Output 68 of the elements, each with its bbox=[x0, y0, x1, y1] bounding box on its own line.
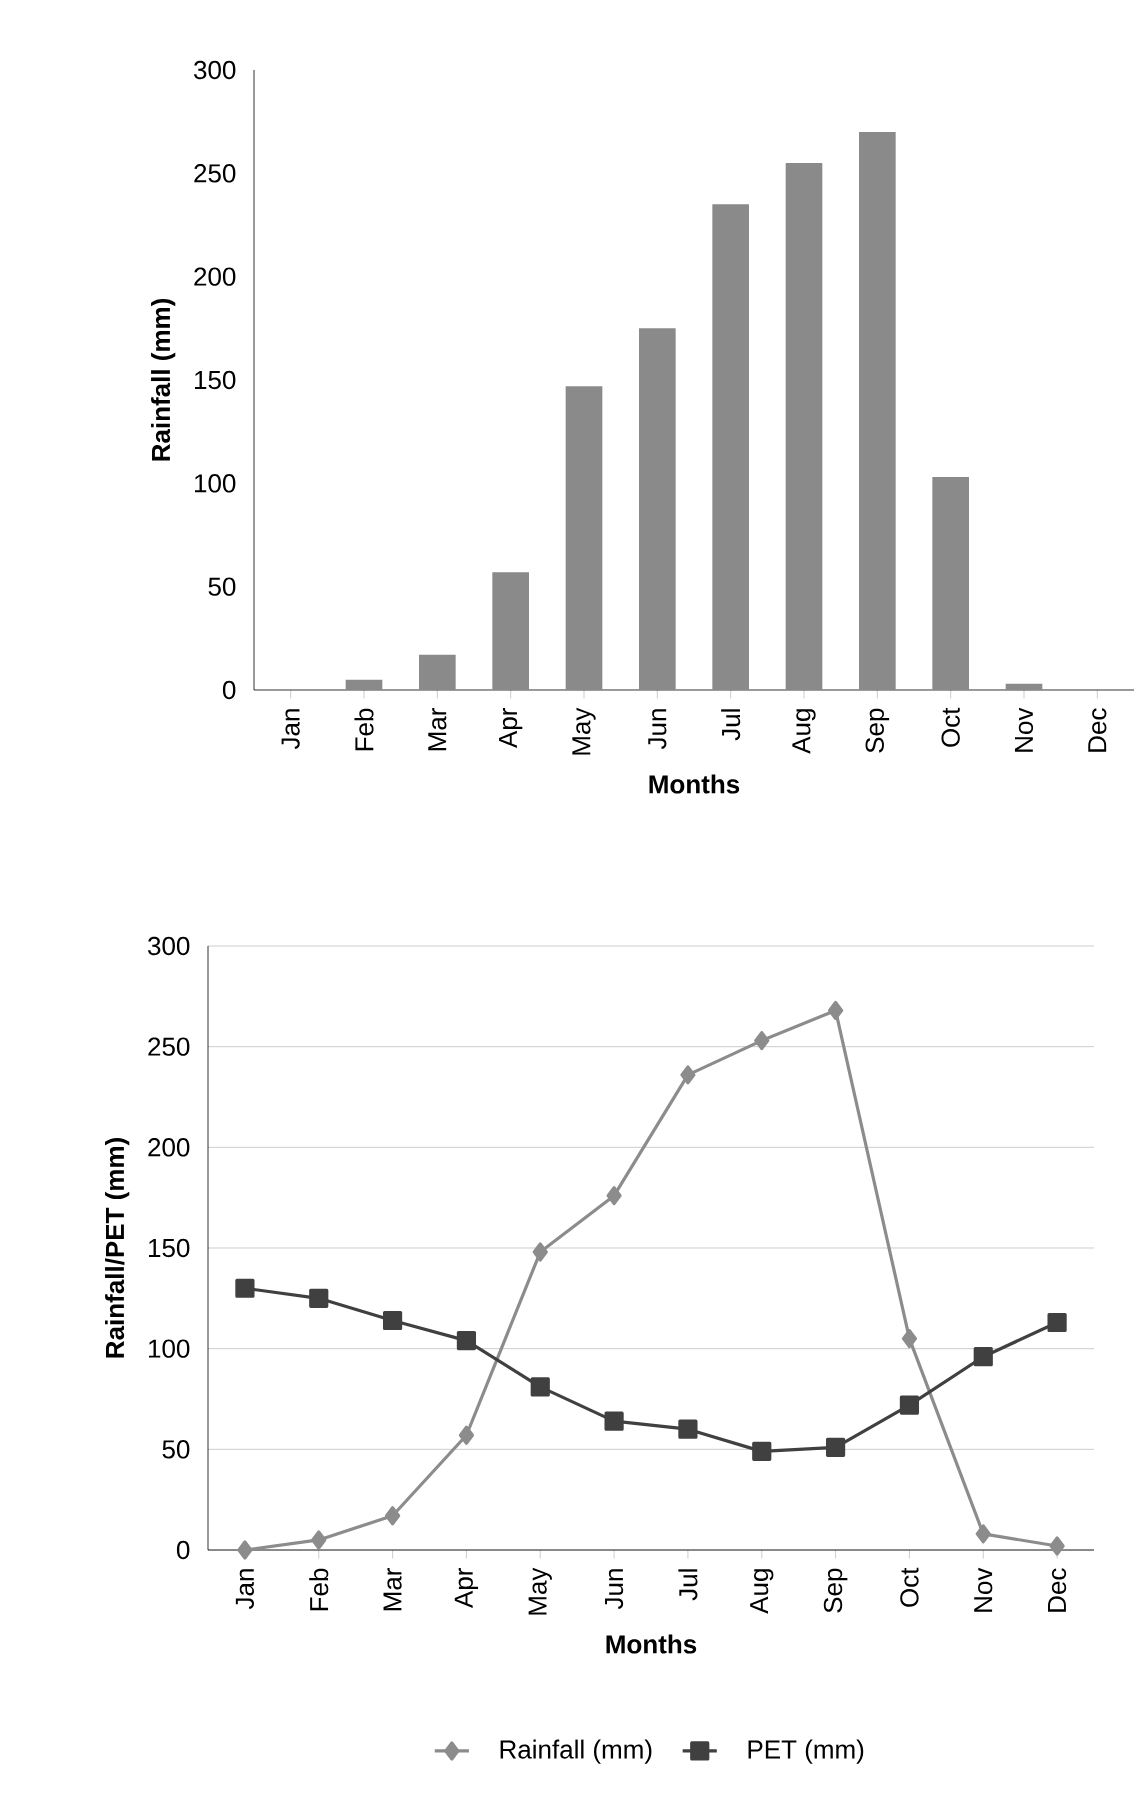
y-tick-label: 200 bbox=[148, 1138, 190, 1157]
x-tick-label: Jun bbox=[605, 1569, 624, 1610]
x-tick-label: Apr bbox=[454, 1568, 479, 1608]
x-tick-label: Jan bbox=[235, 1569, 254, 1610]
point bbox=[754, 1031, 770, 1051]
y-tick-label: 0 bbox=[176, 1540, 190, 1560]
point bbox=[530, 1377, 550, 1397]
point bbox=[1049, 1536, 1065, 1556]
y-axis-title: Rainfall (mm) bbox=[151, 298, 176, 461]
x-tick-label: Sep bbox=[865, 708, 890, 753]
y-tick-label: 200 bbox=[194, 267, 236, 286]
x-tick-label: May bbox=[572, 707, 596, 755]
x-tick-label: Mar bbox=[428, 708, 447, 751]
point bbox=[237, 1540, 253, 1560]
x-tick-label: Dec bbox=[1048, 1568, 1067, 1612]
point bbox=[382, 1310, 403, 1331]
x-tick-label: Jun bbox=[648, 709, 667, 750]
point bbox=[311, 1530, 327, 1550]
y-tick-label: 250 bbox=[148, 1037, 190, 1056]
point bbox=[235, 1278, 255, 1298]
point bbox=[458, 1425, 475, 1445]
x-axis-title: Months bbox=[649, 774, 740, 794]
y-tick-label: 150 bbox=[149, 1238, 190, 1258]
x-tick-label: Nov bbox=[974, 1567, 993, 1612]
point bbox=[899, 1395, 920, 1415]
point bbox=[752, 1441, 772, 1461]
y-tick-label: 300 bbox=[148, 936, 190, 956]
legend-label: Rainfall (mm) bbox=[500, 1739, 652, 1764]
point bbox=[604, 1411, 624, 1431]
x-tick-label: Jul bbox=[721, 709, 741, 741]
y-tick-label: 50 bbox=[162, 1440, 190, 1459]
point bbox=[680, 1065, 696, 1085]
y-tick-label: 100 bbox=[194, 474, 236, 493]
point bbox=[606, 1186, 622, 1206]
x-tick-label: Aug bbox=[750, 1569, 774, 1614]
x-tick-label: Sep bbox=[823, 1568, 848, 1613]
point bbox=[456, 1331, 477, 1351]
point bbox=[1047, 1312, 1067, 1333]
point bbox=[678, 1419, 698, 1439]
x-tick-label: Jul bbox=[678, 1569, 698, 1601]
point bbox=[309, 1288, 329, 1308]
y-tick-label: 0 bbox=[222, 680, 236, 700]
y-axis-title: Rainfall/PET (mm) bbox=[105, 1138, 130, 1358]
y-tick-label: 150 bbox=[194, 370, 236, 390]
point bbox=[532, 1242, 548, 1262]
point bbox=[975, 1524, 991, 1544]
legend-label: PET (mm) bbox=[748, 1739, 864, 1764]
x-tick-label: Feb bbox=[354, 708, 374, 751]
x-tick-label: Dec bbox=[1088, 708, 1107, 752]
x-tick-label: Oct bbox=[900, 1567, 919, 1607]
x-tick-label: Aug bbox=[792, 709, 816, 754]
point bbox=[973, 1347, 993, 1367]
x-tick-label: Mar bbox=[383, 1568, 402, 1611]
point bbox=[384, 1506, 401, 1526]
x-tick-label: Feb bbox=[309, 1568, 329, 1611]
point bbox=[827, 1000, 844, 1021]
point bbox=[825, 1437, 846, 1457]
y-tick-label: 100 bbox=[149, 1339, 190, 1358]
point bbox=[901, 1329, 918, 1349]
y-tick-label: 300 bbox=[194, 60, 236, 80]
x-tick-label: May bbox=[528, 1567, 552, 1615]
x-tick-label: Oct bbox=[941, 707, 960, 747]
x-tick-label: Jan bbox=[281, 709, 300, 750]
x-axis-title: Months bbox=[606, 1634, 697, 1654]
y-tick-label: 250 bbox=[194, 164, 236, 183]
x-tick-label: Nov bbox=[1014, 707, 1034, 752]
y-tick-label: 50 bbox=[208, 577, 236, 596]
x-tick-label: Apr bbox=[499, 708, 523, 748]
